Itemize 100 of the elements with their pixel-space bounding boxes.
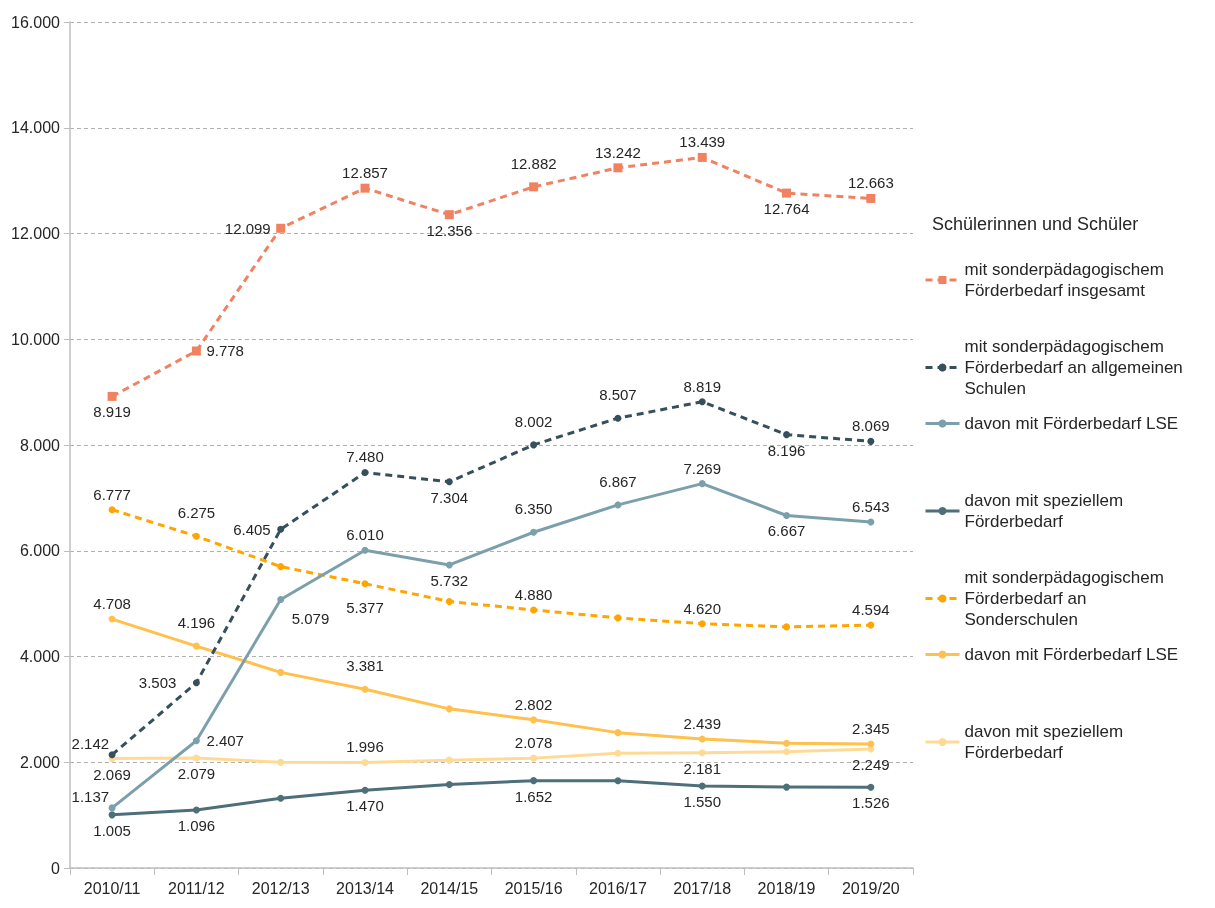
data-label: 1.652: [514, 787, 553, 805]
point: [192, 806, 200, 814]
legend-label: mit sonderpädagogischem Förderbedarf an Sonderschulen: [964, 568, 1169, 629]
point: [698, 398, 706, 406]
point: [530, 777, 538, 785]
point: [783, 783, 791, 791]
point: [108, 751, 116, 759]
data-label: 2.249: [852, 756, 890, 774]
point: [867, 621, 875, 629]
legend-label: davon mit speziellem Förderbedarf: [964, 722, 1128, 762]
point: [614, 749, 622, 757]
data-label: 7.304: [430, 488, 469, 506]
data-label: 3.503: [138, 674, 177, 692]
point: [783, 748, 791, 756]
point: [108, 811, 116, 819]
data-label: 1.005: [93, 821, 131, 839]
x-tick-label: 2014/15: [420, 879, 479, 897]
data-label: 4.594: [852, 601, 890, 619]
point: [276, 223, 286, 233]
data-label: 4.880: [514, 585, 553, 603]
point: [614, 777, 622, 785]
y-tick-label: 10.000: [11, 330, 61, 348]
y-tick-label: 2.000: [19, 753, 61, 771]
point: [277, 758, 285, 766]
data-label: 12.356: [426, 221, 473, 239]
data-label: 6.275: [177, 504, 216, 522]
point: [782, 188, 792, 198]
point: [277, 794, 285, 802]
point: [698, 480, 706, 488]
legend-label: davon mit Förderbedarf LSE: [964, 645, 1179, 664]
data-label: 2.439: [683, 715, 722, 733]
x-tick-label: 2013/14: [336, 879, 395, 897]
data-label: 2.181: [683, 759, 722, 777]
point: [277, 668, 285, 676]
point: [866, 193, 876, 203]
point: [361, 469, 369, 476]
x-tick-label: 2017/18: [673, 879, 732, 897]
data-label: 6.867: [599, 472, 637, 490]
point: [530, 528, 538, 536]
data-label: 1.096: [177, 817, 216, 835]
point: [698, 782, 706, 790]
legend-label: davon mit Förderbedarf LSE: [964, 414, 1179, 433]
point: [445, 780, 453, 788]
data-label: 8.196: [767, 441, 806, 459]
data-label: 12.857: [342, 164, 388, 182]
data-label: 2.407: [206, 732, 244, 750]
point: [697, 152, 707, 162]
data-label: 12.882: [510, 154, 557, 172]
y-tick-label: 0: [51, 859, 61, 877]
data-label: 13.439: [679, 133, 726, 151]
data-label: 6.543: [852, 498, 890, 516]
point: [867, 783, 875, 791]
data-label: 8.919: [93, 403, 131, 421]
x-tick-label: 2019/20: [841, 879, 900, 897]
y-tick-label: 16.000: [11, 13, 61, 31]
data-label: 7.269: [683, 459, 722, 477]
x-tick-label: 2018/19: [757, 879, 816, 897]
point: [530, 441, 538, 449]
y-tick-label: 14.000: [11, 119, 61, 137]
point: [614, 729, 622, 737]
point: [191, 346, 201, 356]
point: [361, 580, 369, 588]
x-tick-label: 2010/11: [83, 879, 141, 897]
data-label: 8.069: [852, 417, 890, 435]
data-label: 2.069: [93, 765, 131, 783]
point: [361, 758, 369, 766]
point: [361, 546, 369, 554]
data-label: 1.526: [852, 794, 890, 812]
point: [361, 685, 369, 693]
point: [277, 595, 285, 603]
data-label: 1.470: [346, 797, 384, 815]
point: [445, 756, 453, 764]
legend-label: davon mit speziellem Förderbedarf: [964, 491, 1128, 531]
data-label: 5.079: [291, 610, 330, 628]
data-label: 3.381: [346, 657, 384, 675]
legend-label: mit sonderpädagogischem Förderbedarf an allgemeinen Schulen: [964, 337, 1188, 398]
legend-label: mit sonderpädagogischem Förderbedarf insgesamt: [964, 260, 1169, 300]
legend-title: Schülerinnen und Schüler: [932, 214, 1139, 234]
data-label: 6.777: [93, 485, 131, 503]
data-label: 12.663: [847, 174, 894, 192]
point: [277, 525, 285, 533]
data-label: 2.079: [177, 765, 216, 783]
point: [783, 511, 791, 519]
point: [361, 786, 369, 794]
point: [445, 705, 453, 713]
point: [445, 478, 453, 486]
point: [783, 623, 791, 631]
point: [192, 642, 200, 650]
data-label: 6.405: [233, 520, 271, 538]
data-label: 2.802: [514, 695, 553, 713]
data-label: 6.010: [346, 526, 384, 544]
point: [108, 804, 116, 812]
data-label: 6.350: [514, 500, 553, 518]
data-label: 4.620: [683, 599, 722, 617]
point: [444, 210, 454, 220]
x-tick-label: 2016/17: [589, 879, 647, 897]
point: [529, 182, 539, 192]
y-tick-label: 12.000: [11, 225, 61, 242]
point: [614, 414, 622, 422]
point: [530, 606, 538, 614]
